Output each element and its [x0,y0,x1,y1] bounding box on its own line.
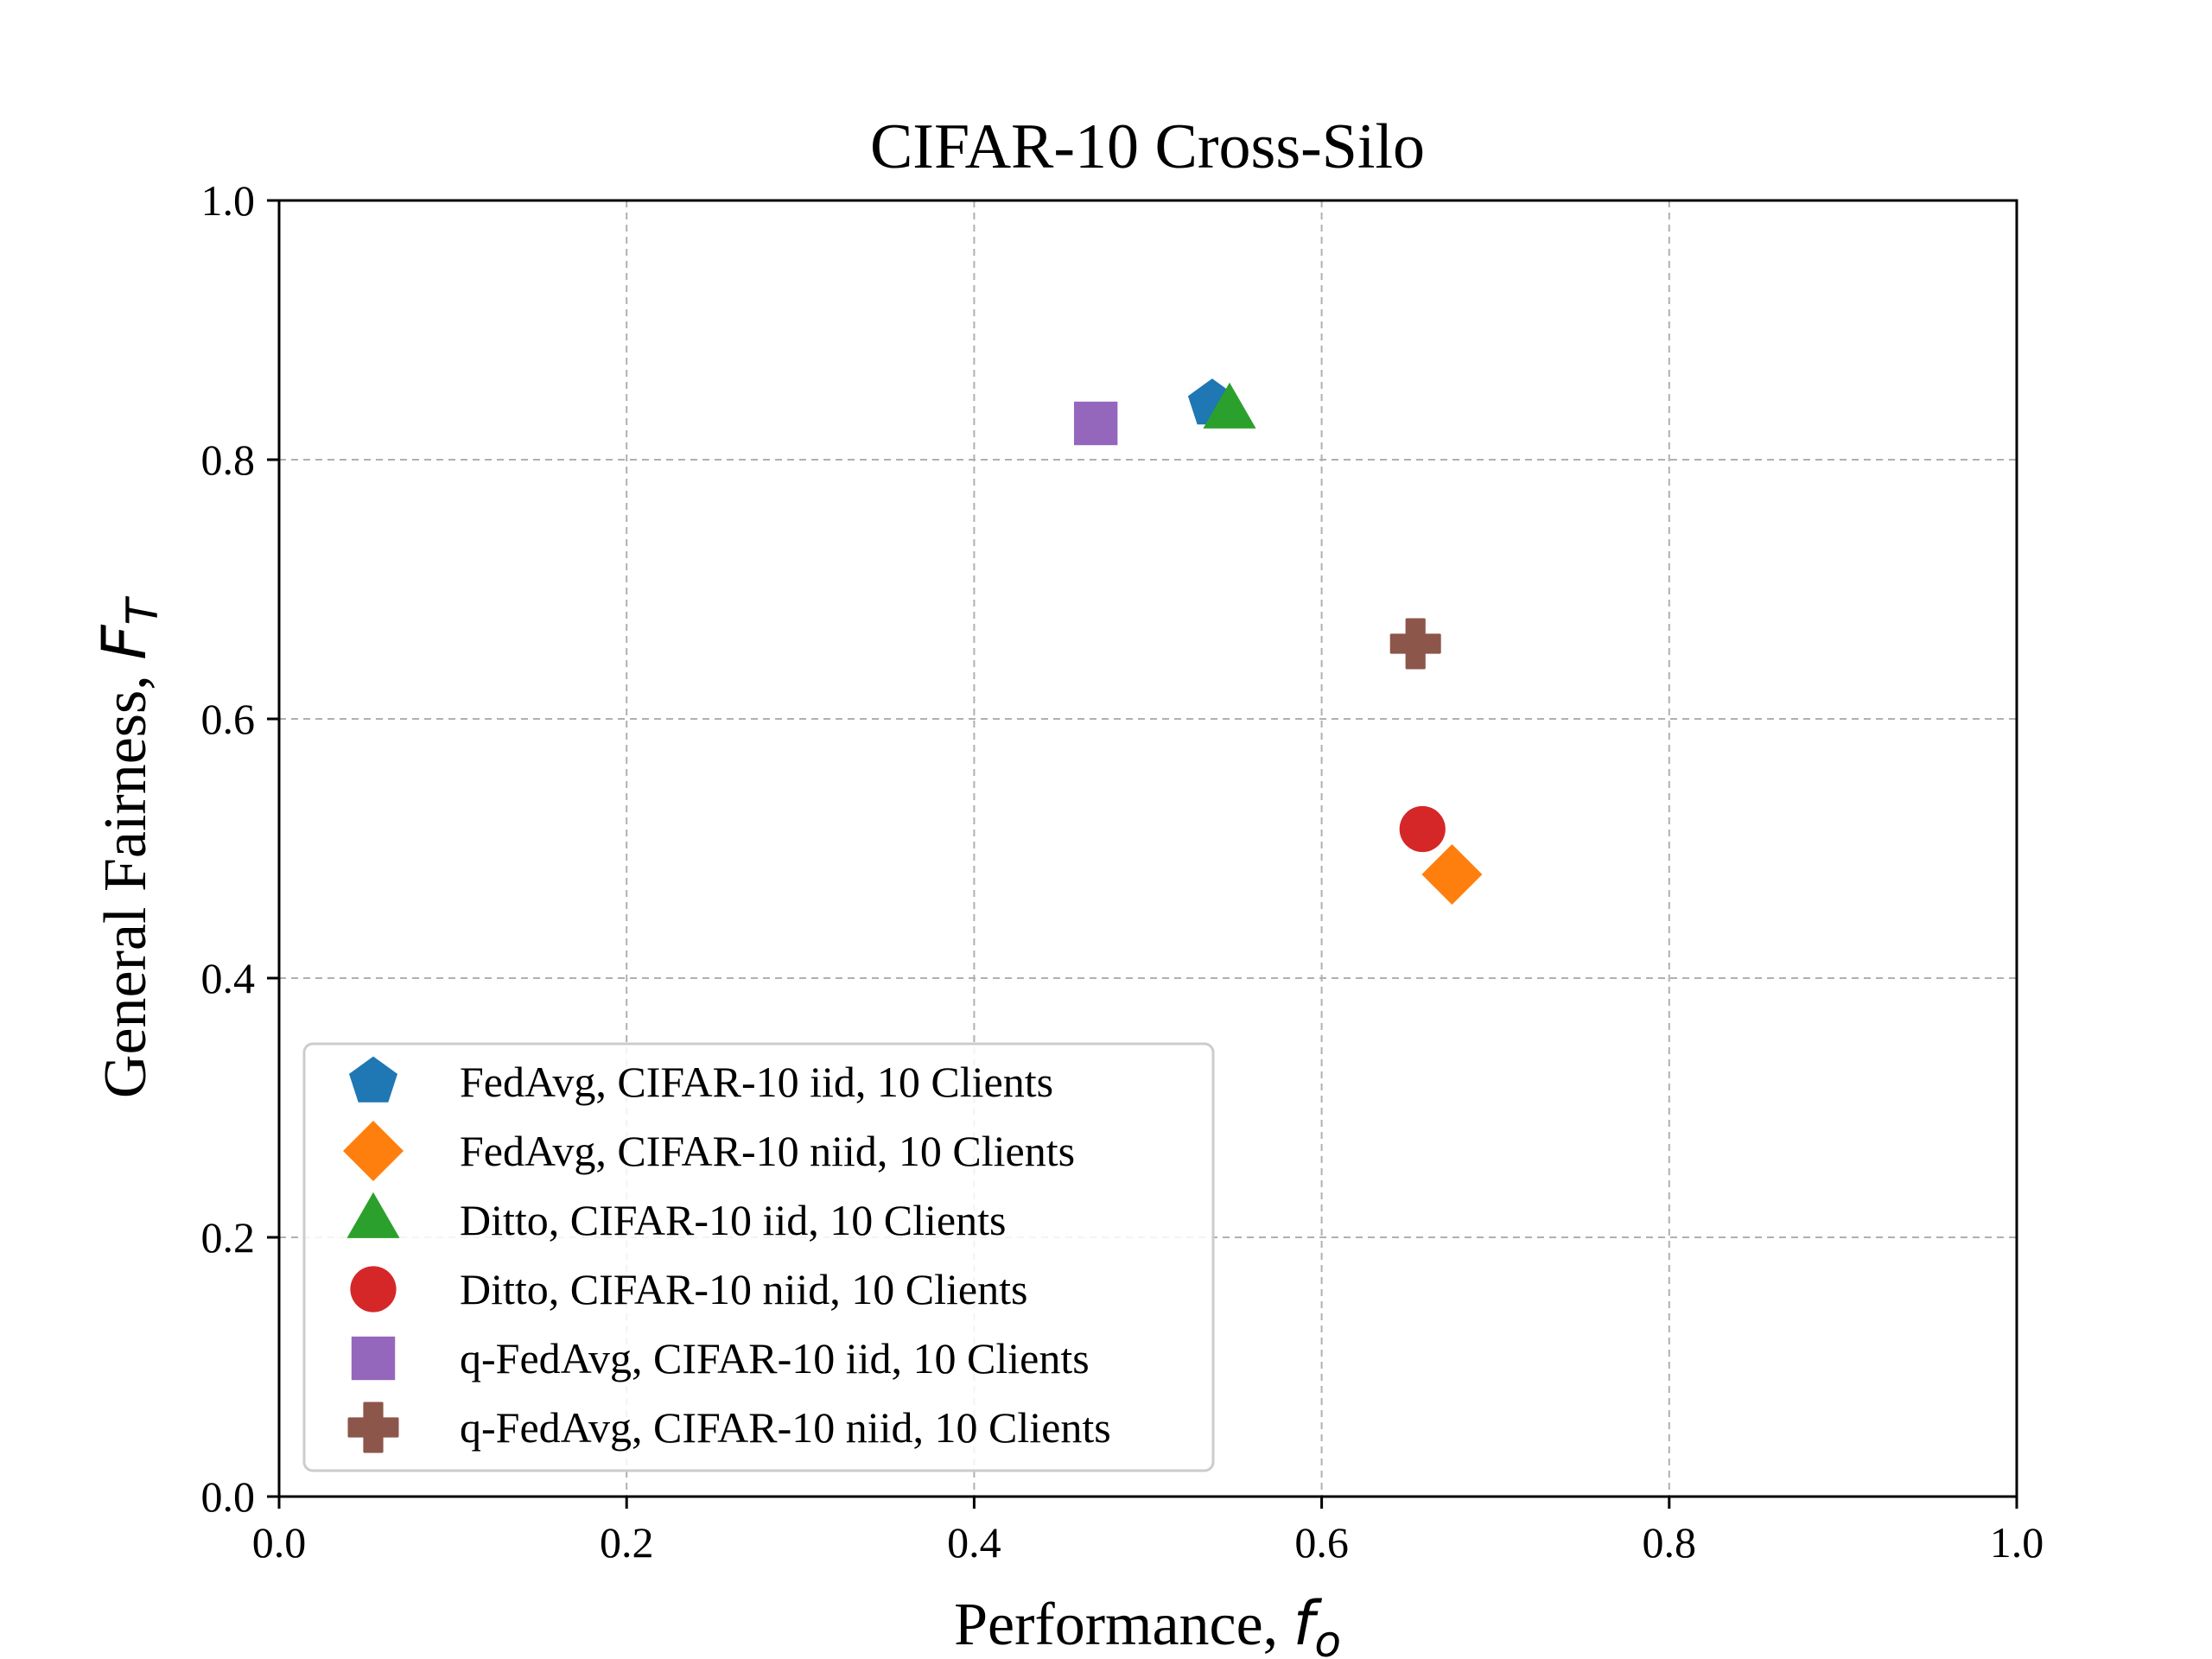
legend-marker-pentagon [349,1056,397,1103]
y-tick-label: 0.2 [201,1213,256,1262]
data-points [1073,378,1483,905]
legend-label: q-FedAvg, CIFAR-10 iid, 10 Clients [460,1334,1090,1382]
y-axis-ticks: 0.0 0.2 0.4 0.6 0.8 1.0 [201,176,279,1521]
legend-marker-circle [350,1266,397,1313]
plot-frame [277,199,2018,1498]
legend: FedAvg, CIFAR-10 iid, 10 Clients FedAvg, … [302,1042,1215,1472]
data-point-circle [1399,805,1446,853]
x-tick-label: 0.6 [1294,1518,1349,1567]
legend-marker-square [351,1336,396,1381]
x-tick-label: 0.4 [947,1518,1001,1567]
x-tick-label: 0.8 [1643,1518,1697,1567]
x-tick-label: 1.0 [1990,1518,2044,1567]
legend-label: FedAvg, CIFAR-10 iid, 10 Clients [460,1058,1053,1106]
x-axis-label: Performance, fo [954,1588,1341,1659]
y-tick-label: 1.0 [201,176,256,225]
y-axis-label-subscript: T [118,595,168,625]
y-tick-label: 0.8 [201,435,256,484]
y-axis-label-symbol: F [89,624,160,660]
y-axis-label: General Fairness, FT [89,595,168,1098]
y-axis-label-text: General Fairness, [92,660,159,1098]
x-axis-label-subscript: o [1314,1617,1341,1659]
data-point-diamond [1421,844,1483,905]
x-axis-label-text: Performance, [954,1592,1294,1658]
x-tick-label: 0.0 [252,1518,307,1567]
x-tick-label: 0.2 [600,1518,654,1567]
data-point-square [1073,401,1118,446]
y-tick-label: 0.6 [201,695,256,743]
data-point-plus [1389,618,1441,670]
legend-label: Ditto, CIFAR-10 iid, 10 Clients [460,1196,1006,1244]
data-point-triangle [1203,382,1256,429]
legend-label: Ditto, CIFAR-10 niid, 10 Clients [460,1265,1027,1313]
x-axis-ticks: 0.0 0.2 0.4 0.6 0.8 1.0 [252,1497,2044,1567]
legend-marker-diamond [343,1121,404,1181]
legend-label: FedAvg, CIFAR-10 niid, 10 Clients [460,1127,1075,1175]
legend-marker-plus [347,1402,399,1453]
legend-label: q-FedAvg, CIFAR-10 niid, 10 Clients [460,1403,1111,1452]
legend-box [302,1042,1215,1472]
y-tick-label: 0.4 [201,954,256,1002]
legend-marker-triangle [346,1192,400,1238]
y-tick-label: 0.0 [201,1472,256,1521]
chart-title: CIFAR-10 Cross-Silo [870,111,1425,182]
